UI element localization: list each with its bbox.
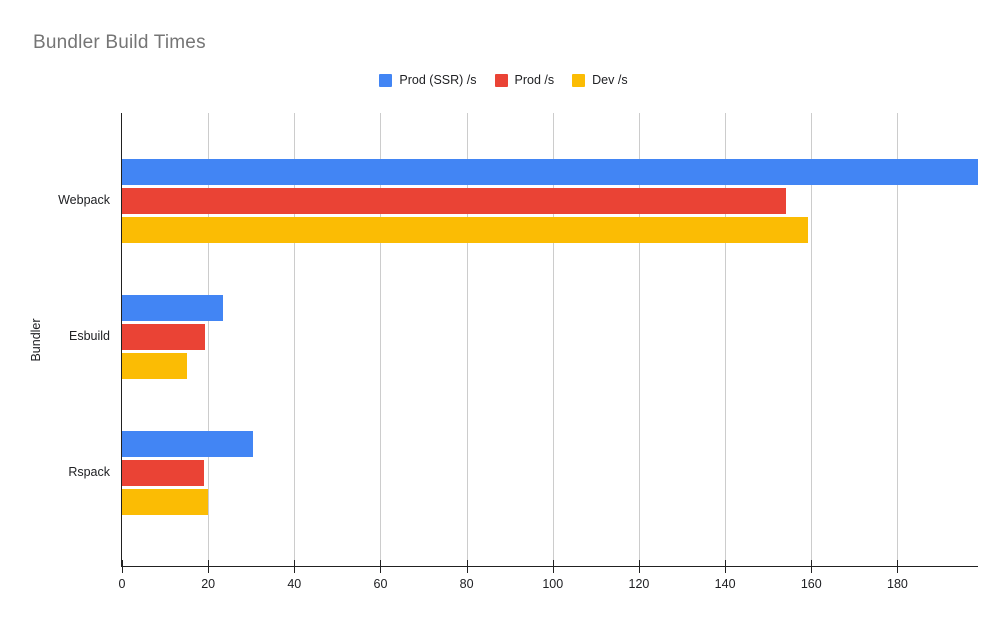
category-label-webpack: Webpack [58,193,110,207]
x-tick-mark-100 [552,560,554,573]
x-tick-label-20: 20 [201,577,216,591]
x-tick-mark-20 [208,560,210,573]
legend-label: Dev /s [592,73,628,87]
x-tick-mark-60 [380,560,382,573]
x-tick-label-40: 40 [287,577,302,591]
bar-rspack-dev-s[interactable] [122,489,208,515]
legend-item-prod-ssr-s[interactable]: Prod (SSR) /s [379,73,477,87]
gridline-x-160 [811,113,813,566]
x-tick-label-0: 0 [118,577,126,591]
legend-swatch-icon [572,73,586,87]
bar-esbuild-prod-ssr-s[interactable] [122,295,224,321]
x-tick-label-140: 140 [714,577,736,591]
legend-item-prod-s[interactable]: Prod /s [494,73,555,87]
bar-esbuild-dev-s[interactable] [122,353,188,379]
x-tick-mark-40 [294,560,296,573]
bar-esbuild-prod-s[interactable] [122,324,206,350]
category-label-rspack: Rspack [68,465,110,479]
x-tick-mark-0 [122,560,123,573]
x-tick-label-60: 60 [373,577,388,591]
legend-item-dev-s[interactable]: Dev /s [572,73,628,87]
legend-label: Prod (SSR) /s [399,73,477,87]
bar-webpack-prod-ssr-s[interactable] [122,159,978,185]
x-tick-mark-80 [466,560,468,573]
x-tick-label-100: 100 [542,577,564,591]
x-tick-label-160: 160 [800,577,822,591]
x-tick-label-180: 180 [887,577,908,591]
gridline-x-100 [552,113,554,566]
x-tick-label-80: 80 [459,577,474,591]
gridline-x-40 [294,113,296,566]
legend-swatch-icon [379,73,393,87]
gridline-x-80 [466,113,468,566]
legend-swatch-icon [494,73,508,87]
gridline-x-140 [725,113,727,566]
gridline-x-180 [897,113,899,566]
gridline-x-60 [380,113,382,566]
gridline-x-20 [208,113,210,566]
x-tick-mark-120 [638,560,640,573]
bar-webpack-prod-s[interactable] [122,188,787,214]
category-label-esbuild: Esbuild [69,329,110,343]
legend: Prod (SSR) /s Prod /s Dev /s [0,70,1007,90]
x-tick-label-120: 120 [628,577,650,591]
x-tick-mark-140 [725,560,727,573]
legend-label: Prod /s [514,73,555,87]
gridline-x-120 [638,113,640,566]
x-tick-mark-180 [897,560,899,573]
plot-area: 0 20 40 60 80 100 120 140 160 180 [119,113,978,591]
bar-webpack-dev-s[interactable] [122,217,808,243]
category-axis-labels: Webpack Esbuild Rspack [0,113,110,566]
bar-rspack-prod-s[interactable] [122,460,204,486]
chart-title: Bundler Build Times [33,32,206,53]
x-tick-mark-160 [811,560,813,573]
bar-rspack-prod-ssr-s[interactable] [122,431,254,457]
